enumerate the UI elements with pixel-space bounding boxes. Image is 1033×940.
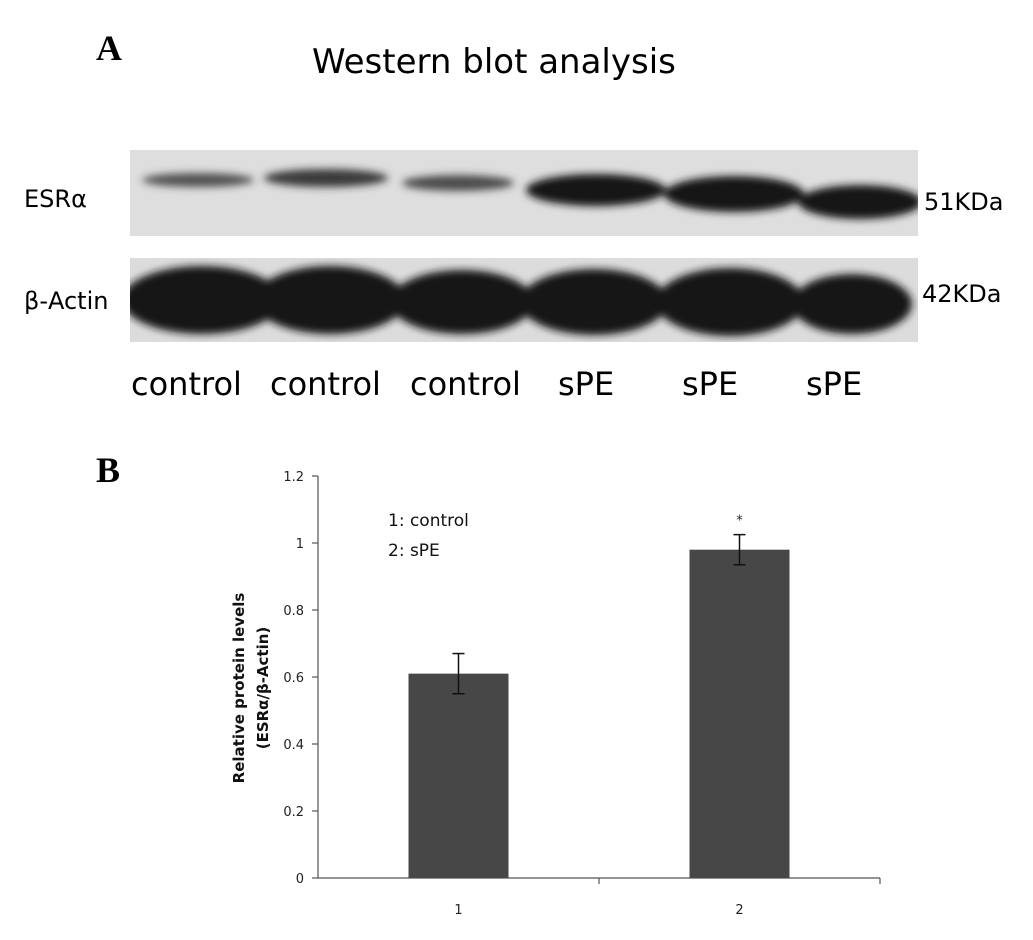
esr-band-lane-1 [142,173,254,187]
beta-actin-size-label: 42KDa [922,280,1002,308]
x-tick-label-2: 2 [735,903,743,918]
lane-label-3: control [410,365,521,403]
y-tick-label-2: 0.4 [283,738,304,753]
actin-band-lane-2 [254,266,406,334]
esr-band-lane-6 [798,185,918,219]
bar-1 [408,673,509,878]
lane-label-5: sPE [682,365,739,403]
y-tick-label-1: 0.2 [283,805,304,820]
lane-label-2: control [270,365,381,403]
legend-entry-2: 2: sPE [388,541,440,561]
esr-band-lane-2 [264,169,388,187]
y-tick-label-6: 1.2 [283,470,304,485]
actin-band-lane-4 [520,269,668,335]
y-tick-label-0: 0 [296,872,304,887]
beta-actin-blot-image [130,258,918,342]
lane-label-1: control [131,365,242,403]
y-tick-label-3: 0.6 [283,671,304,686]
y-tick-label-5: 1 [296,537,304,552]
legend-entry-1: 1: control [388,511,469,531]
chart-axes [312,475,881,884]
y-axis-label-line-1: Relative protein levels [230,593,248,784]
y-tick-label-4: 0.8 [283,604,304,619]
esr-alpha-blot-image [130,150,918,236]
esr-band-lane-4 [526,174,666,206]
esr-band-lane-5 [664,176,804,212]
chart-text: 0 0.2 0.4 0.6 0.8 1 1.2 1 * 2 [283,470,743,918]
actin-band-lane-3 [390,270,534,334]
panel-a-label: A [96,28,122,68]
blot-title: Western blot analysis [312,42,676,82]
actin-band-lane-6 [792,274,912,334]
chart-bars [408,533,790,878]
panel-b-label: B [96,450,121,490]
bar-2 [689,549,790,878]
lane-label-6: sPE [806,365,863,403]
esr-band-lane-3 [402,175,514,191]
esr-alpha-size-label: 51KDa [924,188,1004,216]
beta-actin-row-label: β-Actin [24,287,109,315]
actin-band-lane-1 [130,266,282,334]
significance-marker-2: * [736,514,743,529]
y-axis-label-line-2: (ESRα/β-Actin) [254,627,272,750]
actin-band-lane-5 [656,268,804,336]
lane-label-4: sPE [558,365,615,403]
esr-alpha-row-label: ESRα [24,185,87,213]
x-tick-label-1: 1 [454,903,462,918]
